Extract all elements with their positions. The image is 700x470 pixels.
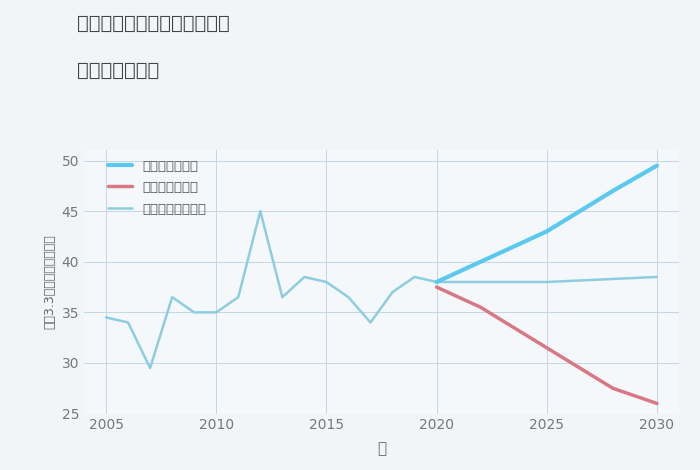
バッドシナリオ	[653, 400, 662, 406]
ノーマルシナリオ	[653, 274, 662, 280]
バッドシナリオ	[542, 345, 551, 351]
グッドシナリオ	[653, 163, 662, 168]
X-axis label: 年: 年	[377, 441, 386, 456]
Line: ノーマルシナリオ: ノーマルシナリオ	[437, 277, 657, 282]
Line: バッドシナリオ: バッドシナリオ	[437, 287, 657, 403]
バッドシナリオ	[433, 284, 441, 290]
グッドシナリオ	[542, 228, 551, 234]
Y-axis label: 坪（3.3㎡）単価（万円）: 坪（3.3㎡）単価（万円）	[43, 235, 56, 329]
グッドシナリオ	[477, 259, 485, 265]
グッドシナリオ	[609, 188, 617, 194]
Line: グッドシナリオ: グッドシナリオ	[437, 165, 657, 282]
ノーマルシナリオ	[477, 279, 485, 285]
ノーマルシナリオ	[542, 279, 551, 285]
バッドシナリオ	[609, 385, 617, 391]
グッドシナリオ	[433, 279, 441, 285]
Text: 兵庫県神崎郡福崎町福崎新の: 兵庫県神崎郡福崎町福崎新の	[77, 14, 230, 33]
ノーマルシナリオ	[433, 279, 441, 285]
バッドシナリオ	[477, 305, 485, 310]
Legend: グッドシナリオ, バッドシナリオ, ノーマルシナリオ: グッドシナリオ, バッドシナリオ, ノーマルシナリオ	[108, 160, 206, 216]
ノーマルシナリオ	[609, 276, 617, 282]
Text: 土地の価格推移: 土地の価格推移	[77, 61, 160, 80]
